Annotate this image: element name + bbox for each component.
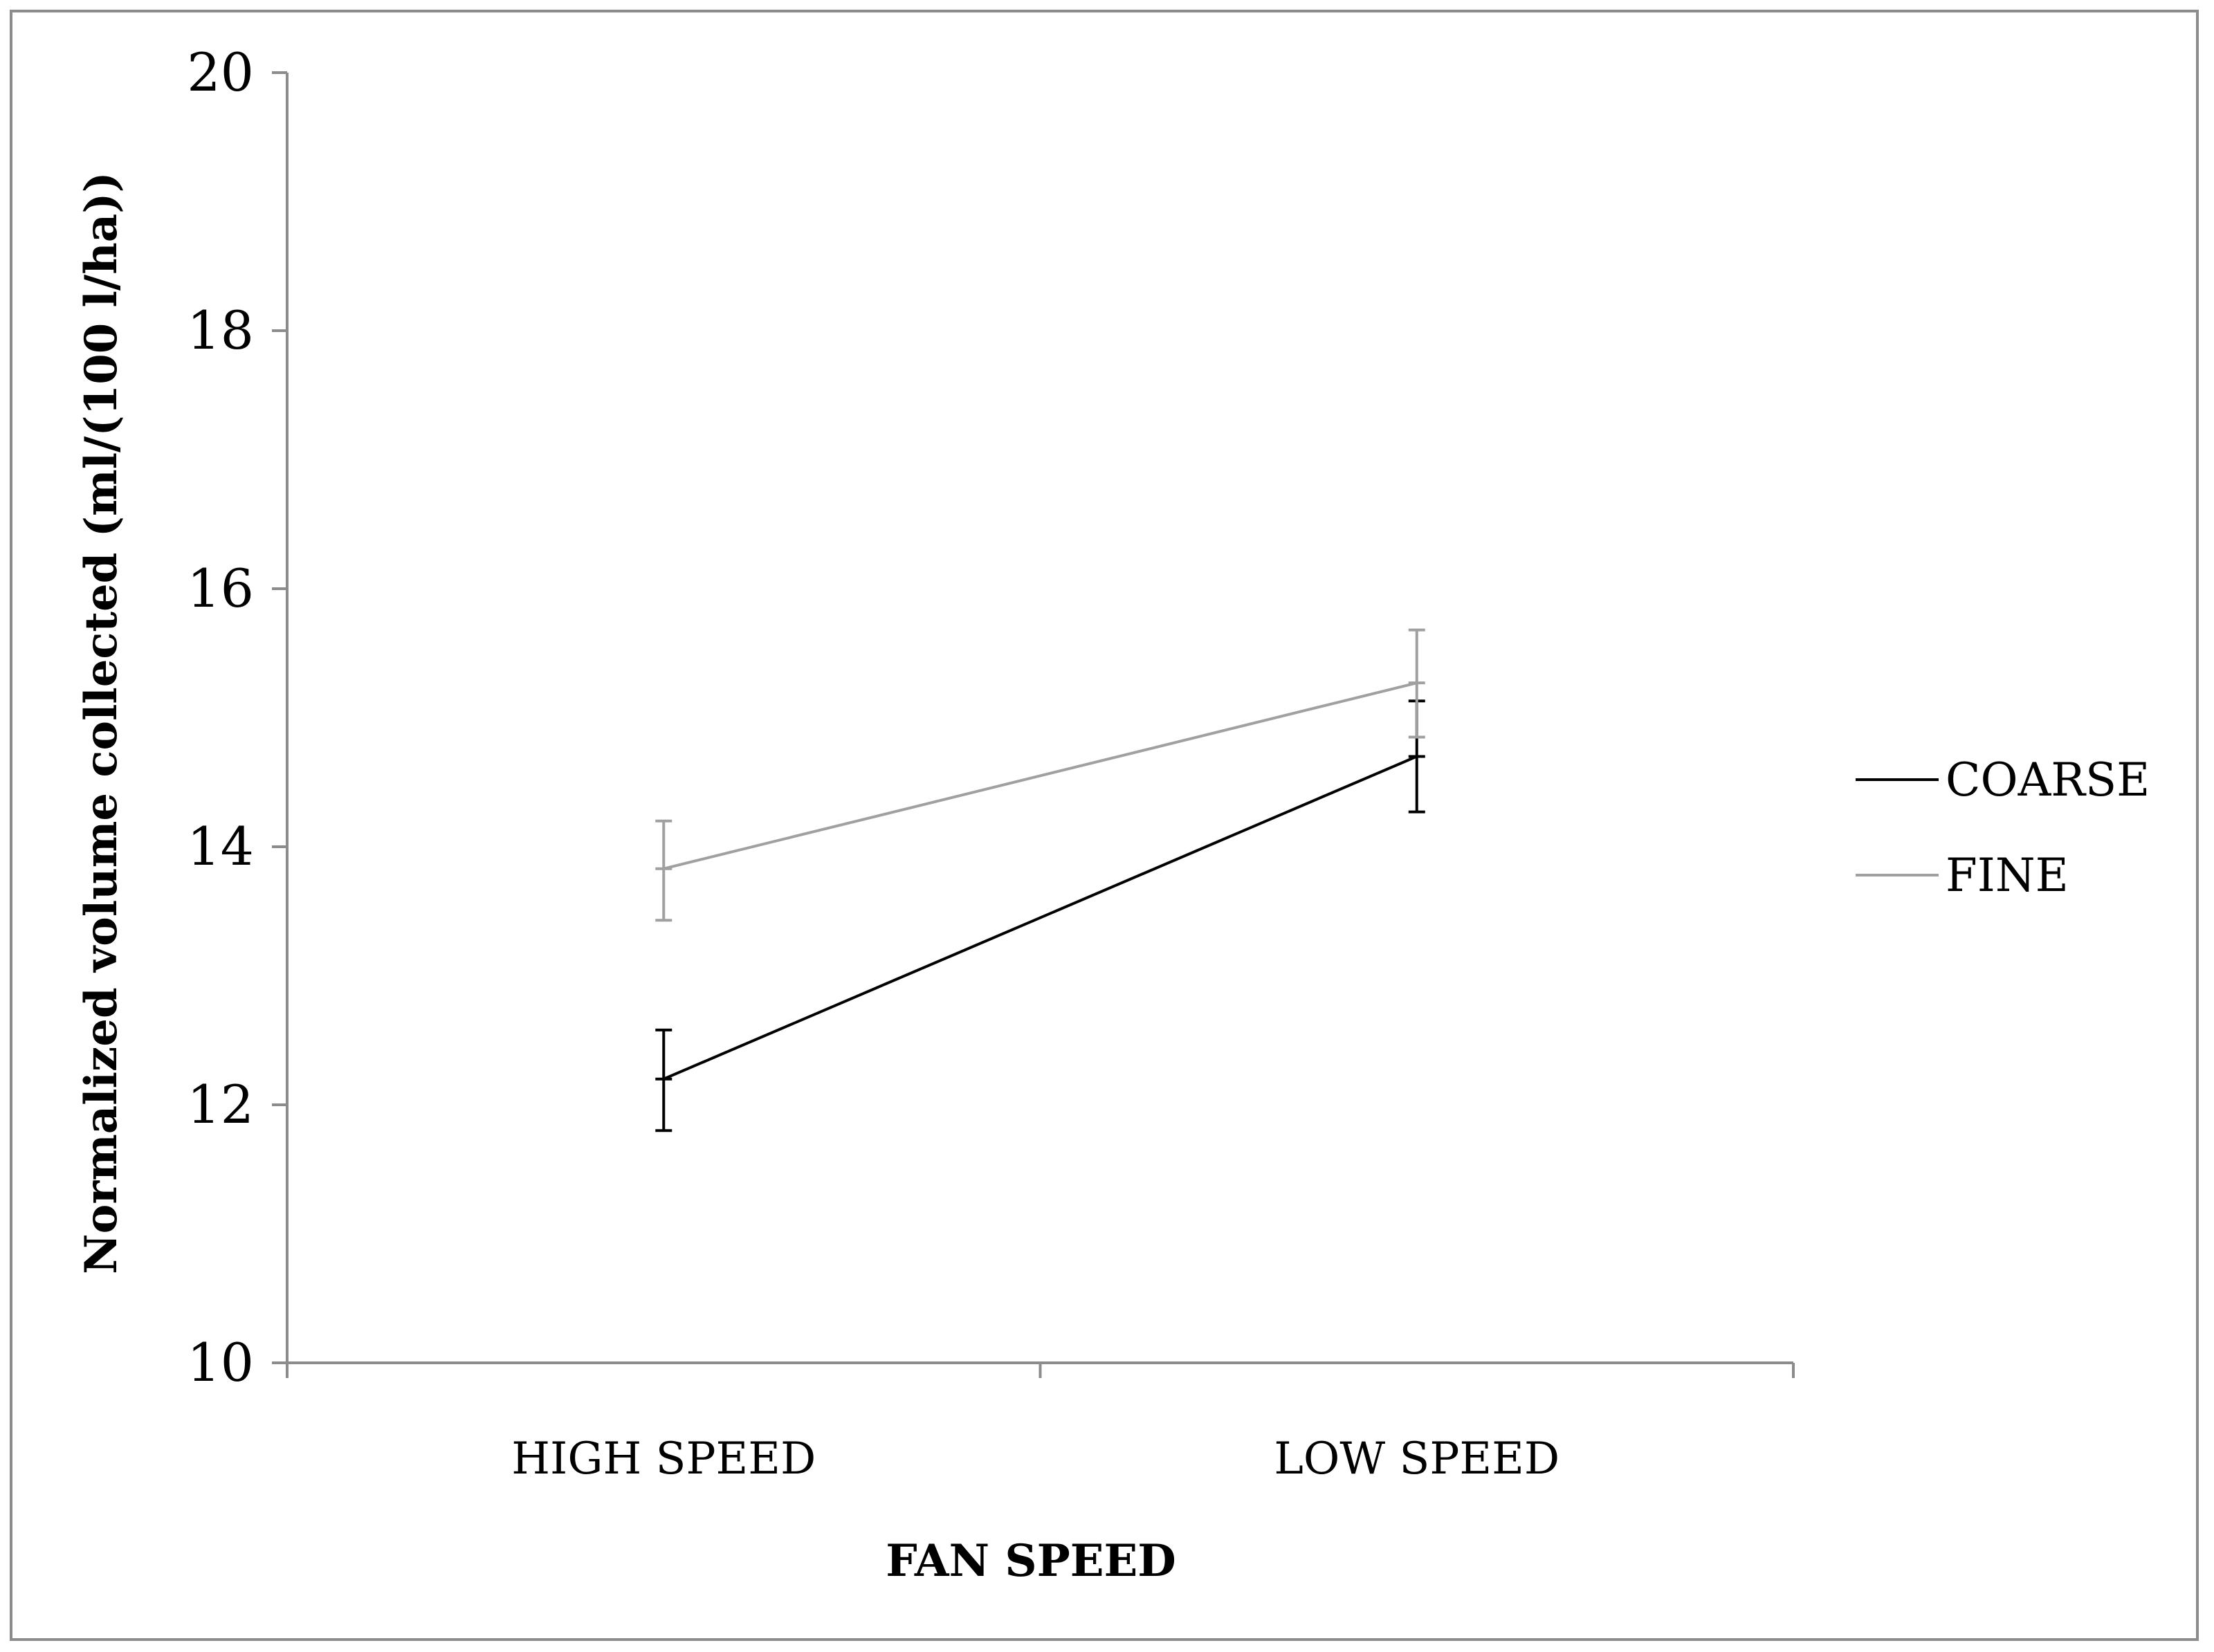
x-tick-label: LOW SPEED [1274, 1433, 1559, 1485]
legend: COARSE FINE [1856, 753, 2150, 902]
x-axis-title: FAN SPEED [886, 1535, 1176, 1587]
y-tick-label: 10 [187, 1332, 254, 1393]
labels-layer: FAN SPEED Normalized volume collected (m… [75, 172, 1176, 1587]
series-line [663, 755, 1418, 1081]
series-line [663, 681, 1418, 870]
axes: 10 12 14 16 18 20 HIGH SPEED LOW SPEED [187, 42, 1795, 1485]
legend-label-fine: FINE [1946, 849, 2069, 902]
y-tick-label: 20 [187, 42, 254, 103]
y-tick-label: 14 [187, 816, 254, 877]
series-layer [655, 628, 1425, 1132]
x-tick-label: HIGH SPEED [511, 1433, 816, 1485]
y-tick-label: 16 [187, 558, 254, 619]
legend-label-coarse: COARSE [1946, 753, 2150, 807]
series-fine [655, 628, 1425, 922]
y-tick-label: 12 [187, 1074, 254, 1135]
y-tick-label: 18 [187, 300, 254, 361]
chart-frame [10, 10, 2199, 1641]
series-coarse [655, 699, 1425, 1132]
y-axis-title: Normalized volume collected (ml/(100 l/h… [75, 172, 127, 1274]
